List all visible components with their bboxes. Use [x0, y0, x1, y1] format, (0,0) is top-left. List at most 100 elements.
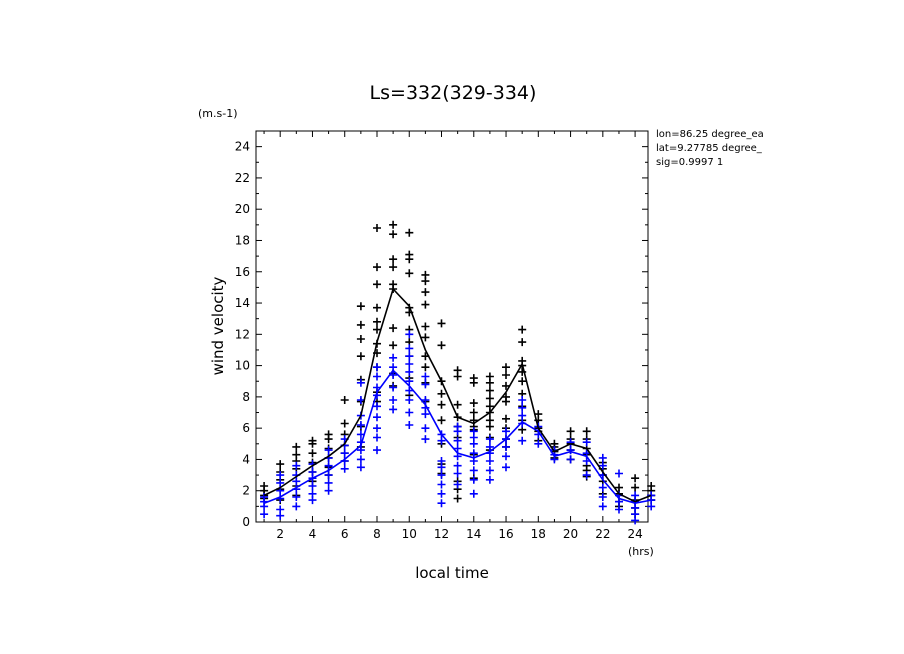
black-point-mark — [276, 460, 285, 469]
black-point-mark — [405, 228, 414, 237]
x-tick-label: 8 — [373, 527, 381, 541]
black-point-mark — [502, 414, 510, 423]
black-point-mark — [389, 230, 398, 239]
black-point-mark — [389, 263, 398, 272]
blue-point-mark — [469, 489, 478, 498]
blue-point-mark — [469, 466, 478, 475]
blue-point-mark — [453, 436, 462, 445]
blue-point-mark — [324, 478, 333, 487]
blue-point-mark — [324, 446, 333, 455]
black-point-mark — [437, 341, 446, 350]
black-point-mark — [437, 389, 446, 398]
black-point-mark — [373, 263, 381, 272]
blue-point-mark — [485, 466, 494, 475]
blue-point-mark — [615, 469, 623, 478]
blue-point-mark — [582, 471, 591, 480]
blue-point-mark — [421, 396, 430, 404]
black-point-mark — [485, 394, 494, 403]
blue-point-mark — [598, 453, 607, 462]
blue-point-mark — [421, 435, 430, 444]
blue-point-mark — [421, 424, 430, 433]
chart-title: Ls=332(329-334) — [370, 82, 537, 104]
black-point-mark — [356, 352, 365, 361]
blue-point-mark — [373, 372, 381, 381]
blue-point-mark — [276, 471, 285, 480]
blue-point-mark — [405, 421, 414, 429]
blue-point-mark — [405, 386, 414, 395]
blue-point-mark — [308, 468, 317, 476]
x-tick-label: 16 — [498, 527, 513, 541]
black-point-mark — [324, 430, 333, 439]
black-point-mark — [356, 320, 365, 329]
black-point-mark — [647, 482, 656, 490]
blue-point-mark — [308, 489, 317, 498]
black-point-mark — [340, 419, 349, 428]
black-point-mark — [502, 381, 510, 390]
black-point-mark — [582, 427, 591, 436]
blue-point-mark — [437, 457, 446, 465]
blue-point-mark — [566, 446, 575, 455]
y-tick-label: 4 — [242, 452, 250, 466]
black-point-mark — [615, 483, 623, 492]
black-point-mark — [389, 255, 398, 264]
black-point-mark — [469, 399, 478, 408]
black-point-mark — [405, 250, 414, 259]
black-point-mark — [389, 324, 398, 333]
x-tick-label: 10 — [402, 527, 417, 541]
blue-mean-line — [263, 369, 652, 505]
black-point-mark — [340, 396, 349, 404]
blue-point-mark — [453, 469, 462, 478]
blue-point-mark — [373, 363, 381, 372]
black-point-mark — [260, 482, 269, 490]
black-point-mark — [518, 377, 527, 386]
x-tick-label: 12 — [434, 527, 449, 541]
black-point-mark — [292, 450, 301, 459]
blue-point-mark — [485, 475, 494, 484]
y-tick-label: 8 — [242, 390, 250, 404]
y-tick-label: 12 — [235, 327, 250, 341]
blue-point-mark — [389, 396, 398, 404]
y-axis-title: wind velocity — [209, 276, 227, 375]
black-point-mark — [421, 322, 430, 331]
blue-point-mark — [405, 344, 414, 353]
blue-point-mark — [485, 457, 494, 465]
blue-point-mark — [421, 380, 430, 389]
black-point-mark — [356, 302, 365, 311]
blue-point-mark — [308, 482, 317, 490]
blue-point-mark — [485, 435, 494, 444]
blue-point-mark — [437, 480, 446, 489]
blue-point-mark — [453, 422, 462, 431]
black-point-mark — [502, 392, 510, 401]
black-point-mark — [485, 402, 494, 411]
black-point-mark — [469, 374, 478, 383]
blue-point-mark — [356, 421, 365, 429]
black-point-mark — [453, 400, 462, 409]
blue-point-mark — [598, 493, 607, 501]
blue-point-mark — [389, 405, 398, 414]
black-point-mark — [373, 317, 381, 326]
black-point-mark — [534, 410, 543, 419]
y-tick-label: 0 — [242, 515, 250, 529]
black-point-mark — [421, 363, 430, 372]
black-point-mark — [373, 325, 381, 334]
blue-point-mark — [276, 478, 285, 487]
blue-point-mark — [453, 461, 462, 470]
blue-point-mark — [356, 378, 365, 387]
blue-point-mark — [324, 486, 333, 495]
blue-point-mark — [340, 449, 349, 458]
blue-point-mark — [453, 444, 462, 453]
x-tick-label: 18 — [531, 527, 546, 541]
blue-point-mark — [405, 408, 414, 417]
blue-point-mark — [615, 505, 623, 514]
black-point-mark — [437, 319, 446, 328]
blue-point-mark — [598, 461, 607, 470]
blue-point-mark — [373, 446, 381, 455]
blue-point-mark — [324, 461, 333, 470]
black-point-mark — [437, 416, 446, 425]
black-point-mark — [421, 333, 430, 342]
y-tick-label: 16 — [235, 265, 250, 279]
x-tick-label: 14 — [466, 527, 481, 541]
blue-point-mark — [373, 413, 381, 422]
blue-point-mark — [469, 475, 478, 484]
